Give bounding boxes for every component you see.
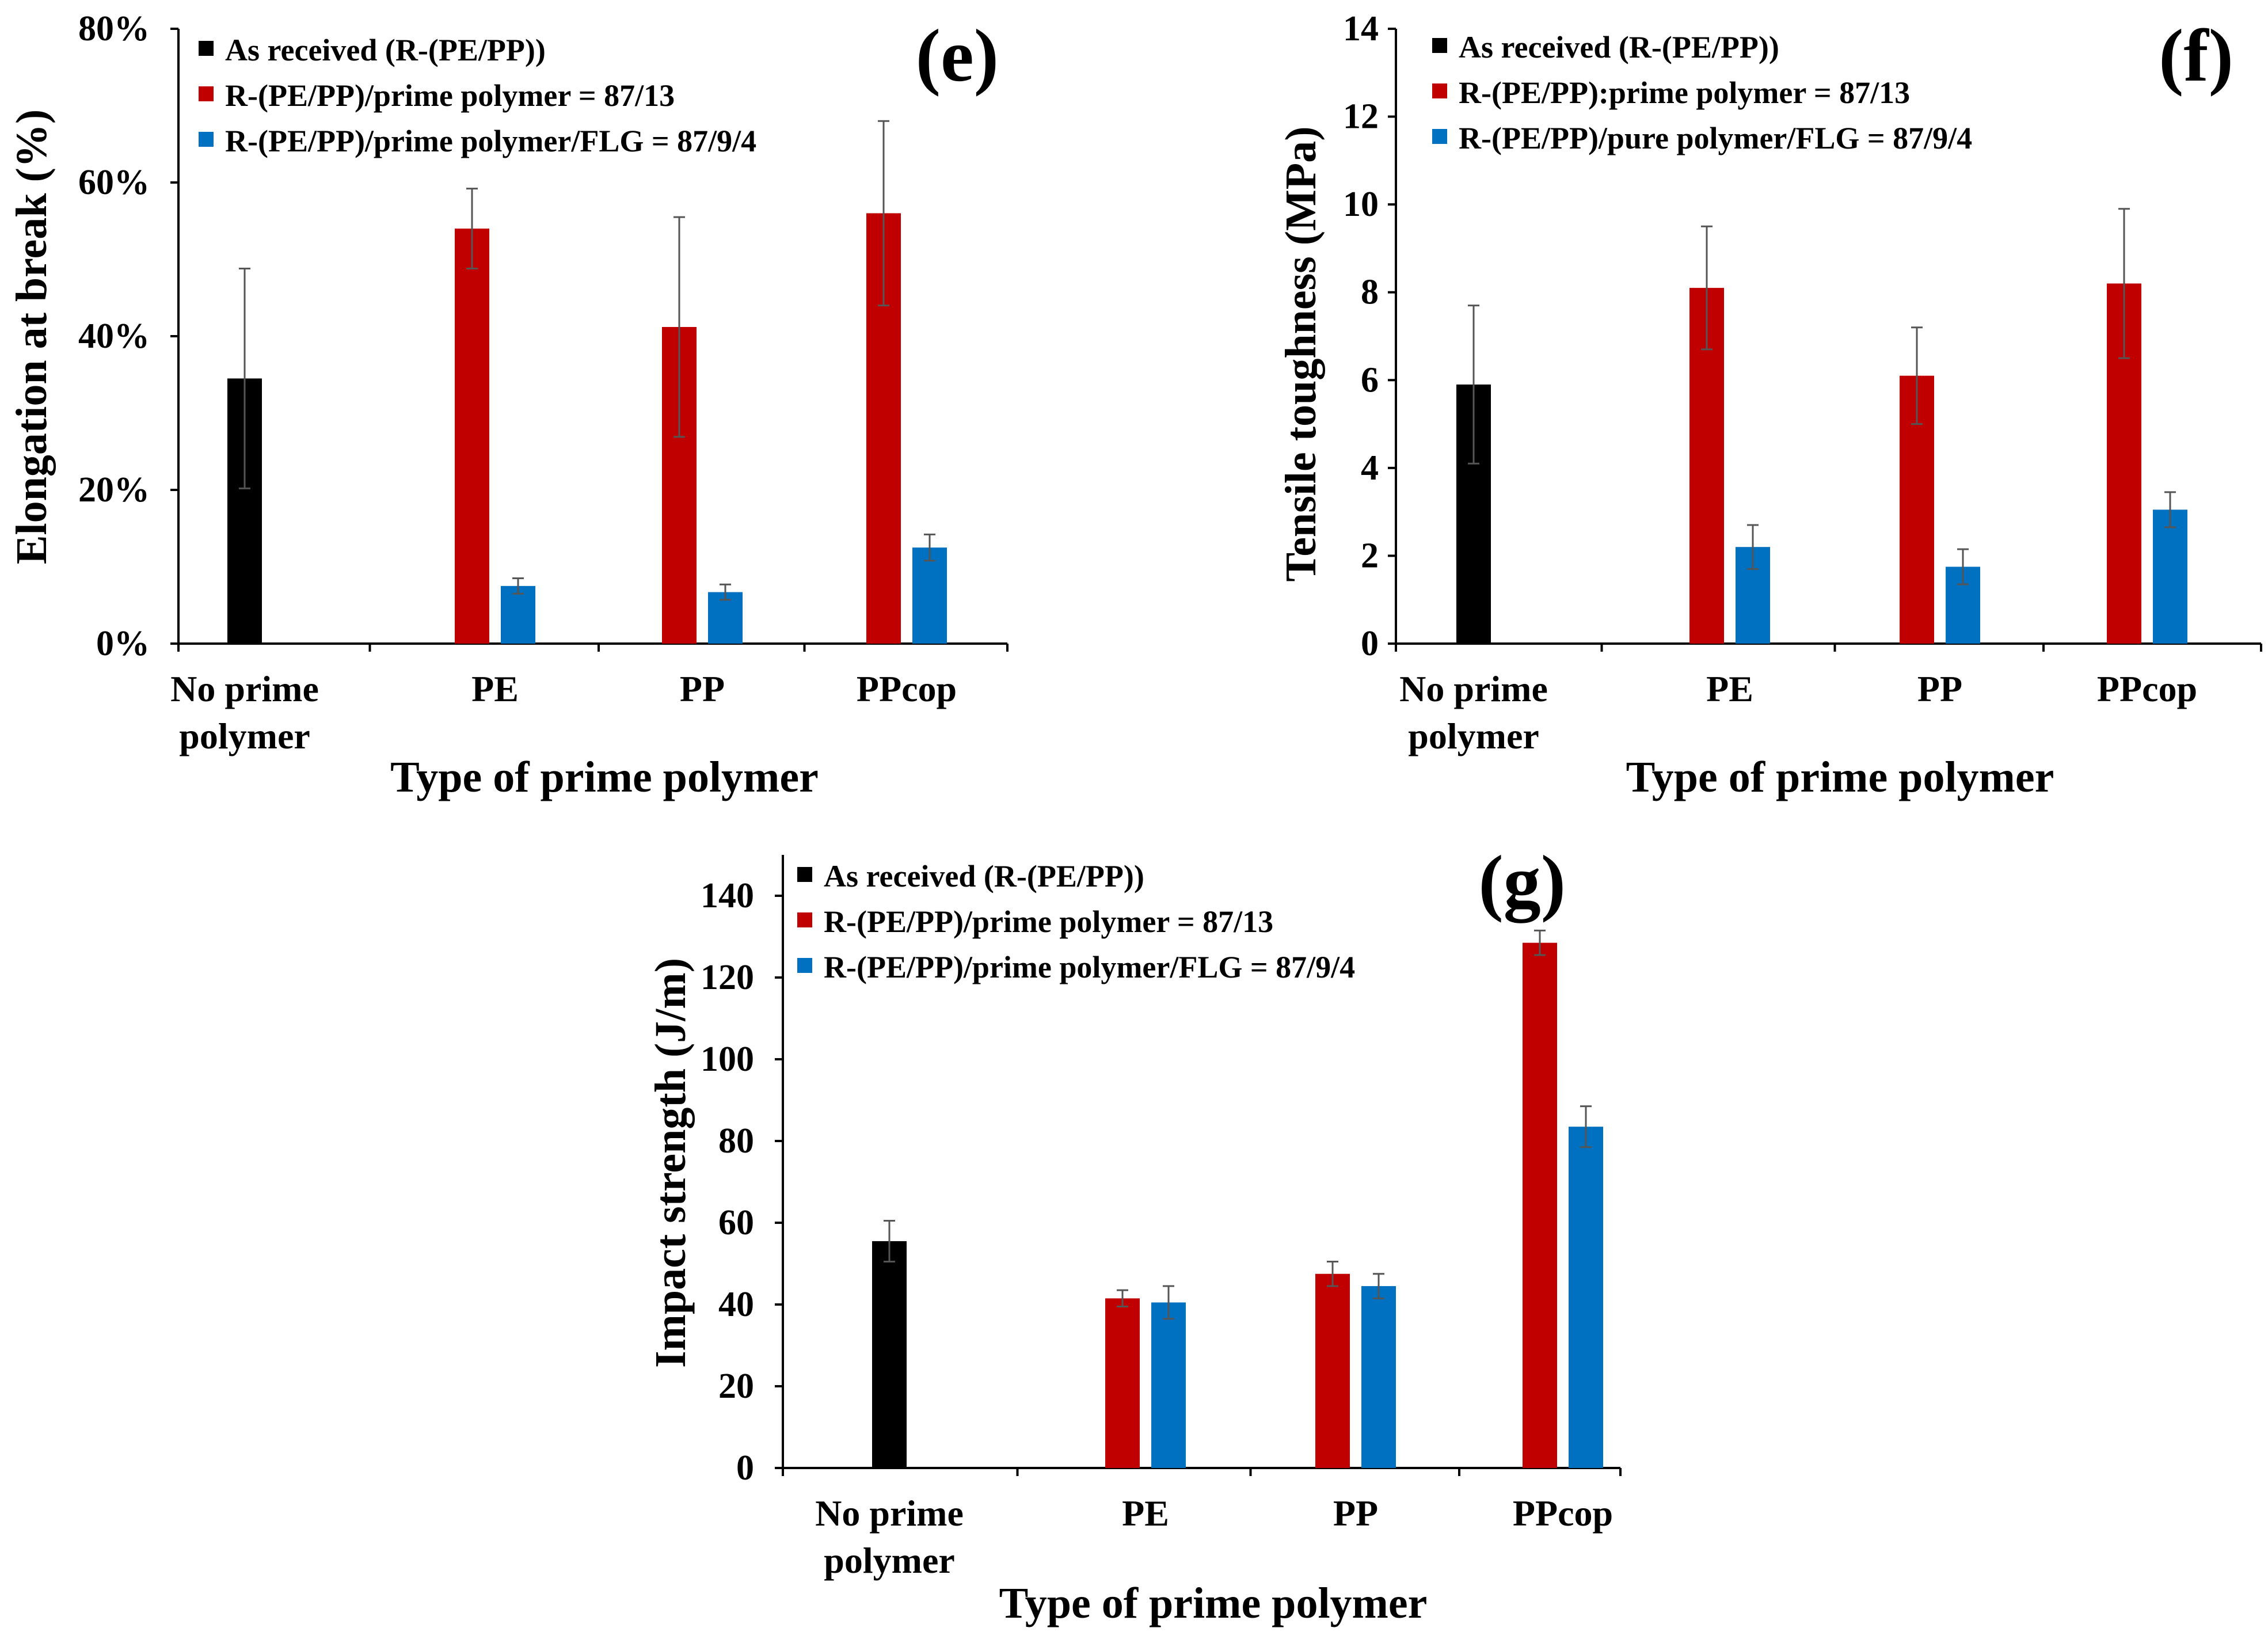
- y-tick-label: 4: [1361, 448, 1379, 488]
- y-tick-label: 20%: [78, 470, 150, 509]
- x-tick-label: PPcop: [1513, 1493, 1613, 1534]
- legend-swatch: [797, 867, 812, 882]
- y-tick-label: 8: [1361, 273, 1379, 312]
- bar-prime-polymer-ppcop: [1523, 942, 1557, 1468]
- bar-prime-polymer-pe: [1105, 1298, 1140, 1468]
- legend-swatch: [199, 86, 214, 101]
- bar-prime-polymer-pe: [455, 229, 489, 644]
- y-tick-label: 140: [701, 876, 754, 915]
- bar-as-received-no-prime-polymer: [872, 1241, 907, 1468]
- y-axis-title: Elongation at break (%): [7, 109, 56, 564]
- legend-swatch: [1432, 83, 1447, 98]
- bar-prime-polymer-pp: [1315, 1273, 1350, 1468]
- x-tick-label: PP: [1333, 1493, 1378, 1534]
- y-tick-label: 0%: [96, 624, 150, 663]
- bar-flg-ppcop: [912, 547, 947, 644]
- y-tick-label: 0: [736, 1448, 754, 1488]
- bar-flg-ppcop: [2153, 509, 2187, 644]
- y-axis-title: Impact strength (J/m): [646, 958, 695, 1368]
- x-tick-label: PE: [1122, 1493, 1169, 1534]
- x-tick-label: PP: [1917, 668, 1962, 709]
- legend-entry: R-(PE/PP)/prime polymer/FLG = 87/9/4: [824, 950, 1355, 984]
- y-tick-label: 100: [701, 1040, 754, 1079]
- bar-flg-pe: [501, 585, 535, 644]
- legend-entry: R-(PE/PP)/prime polymer = 87/13: [225, 78, 675, 113]
- legend-entry: R-(PE/PP)/prime polymer/FLG = 87/9/4: [225, 124, 756, 158]
- y-tick-label: 120: [701, 958, 754, 997]
- x-tick-label: No prime: [170, 668, 319, 709]
- legend-swatch: [1432, 129, 1447, 144]
- bar-flg-ppcop: [1569, 1127, 1603, 1468]
- y-tick-label: 14: [1343, 9, 1379, 48]
- y-tick-label: 10: [1343, 185, 1379, 224]
- legend-swatch: [1432, 38, 1447, 53]
- legend-entry: As received (R-(PE/PP)): [824, 859, 1144, 893]
- chart-panel-f: 0 2 4 6 8 10 12 14 No prime polymer PE PP PPcop Type …: [1277, 9, 2262, 801]
- y-tick-label: 20: [718, 1367, 754, 1406]
- y-tick-label: 80: [718, 1121, 754, 1161]
- x-tick-label: polymer: [824, 1540, 955, 1581]
- chart-panel-g: 0 20 40 60 80 100 120 140 No prime polymer PE PP PPc…: [646, 840, 1622, 1627]
- y-tick-label: 12: [1343, 97, 1379, 136]
- legend-swatch: [199, 41, 214, 56]
- x-tick-label: polymer: [179, 716, 310, 756]
- panel-label: (e): [916, 14, 999, 97]
- chart-panel-e: 0% 20% 40% 60% 80% No prime polymer PE PP PPcop Ty…: [7, 9, 1009, 801]
- x-axis-title: Type of prime polymer: [390, 753, 819, 801]
- legend-swatch: [797, 958, 812, 973]
- legend-entry: As received (R-(PE/PP)): [1459, 30, 1779, 64]
- y-tick-label: 2: [1361, 536, 1379, 575]
- x-tick-label: PPcop: [857, 668, 957, 709]
- x-tick-label: polymer: [1408, 716, 1539, 756]
- y-axis-title: Tensile toughness (MPa): [1277, 126, 1325, 581]
- y-tick-label: 60: [718, 1203, 754, 1242]
- x-tick-label: PP: [680, 668, 725, 709]
- panel-label: (f): [2159, 14, 2233, 97]
- y-tick-label: 60%: [78, 163, 150, 202]
- y-tick-label: 40: [718, 1285, 754, 1324]
- x-tick-label: PE: [1706, 668, 1753, 709]
- x-tick-label: No prime: [815, 1493, 964, 1534]
- legend-entry: As received (R-(PE/PP)): [225, 33, 546, 67]
- x-tick-label: PPcop: [2097, 668, 2197, 709]
- x-tick-label: No prime: [1399, 668, 1548, 709]
- legend-swatch: [797, 912, 812, 927]
- legend-entry: R-(PE/PP):prime polymer = 87/13: [1459, 75, 1910, 110]
- y-tick-label: 40%: [78, 317, 150, 356]
- y-tick-label: 6: [1361, 360, 1379, 400]
- x-axis-title: Type of prime polymer: [999, 1579, 1428, 1627]
- bar-flg-pp: [708, 592, 743, 644]
- bar-flg-pe: [1151, 1302, 1186, 1468]
- x-tick-label: PE: [471, 668, 519, 709]
- legend-entry: R-(PE/PP)/pure polymer/FLG = 87/9/4: [1459, 121, 1972, 155]
- bar-flg-pp: [1361, 1286, 1396, 1468]
- x-axis-title: Type of prime polymer: [1626, 753, 2054, 801]
- legend-entry: R-(PE/PP)/prime polymer = 87/13: [824, 904, 1273, 939]
- legend-swatch: [199, 132, 214, 147]
- y-tick-label: 0: [1361, 624, 1379, 663]
- panel-label: (g): [1478, 840, 1566, 923]
- y-tick-label: 80%: [78, 9, 150, 48]
